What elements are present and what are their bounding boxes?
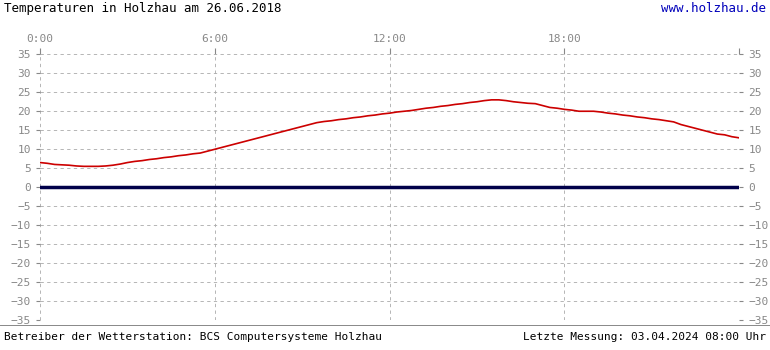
Text: Letzte Messung: 03.04.2024 08:00 Uhr: Letzte Messung: 03.04.2024 08:00 Uhr	[523, 332, 766, 342]
Text: Betreiber der Wetterstation: BCS Computersysteme Holzhau: Betreiber der Wetterstation: BCS Compute…	[4, 332, 382, 342]
Text: Temperaturen in Holzhau am 26.06.2018: Temperaturen in Holzhau am 26.06.2018	[4, 2, 281, 15]
Text: www.holzhau.de: www.holzhau.de	[661, 2, 766, 15]
